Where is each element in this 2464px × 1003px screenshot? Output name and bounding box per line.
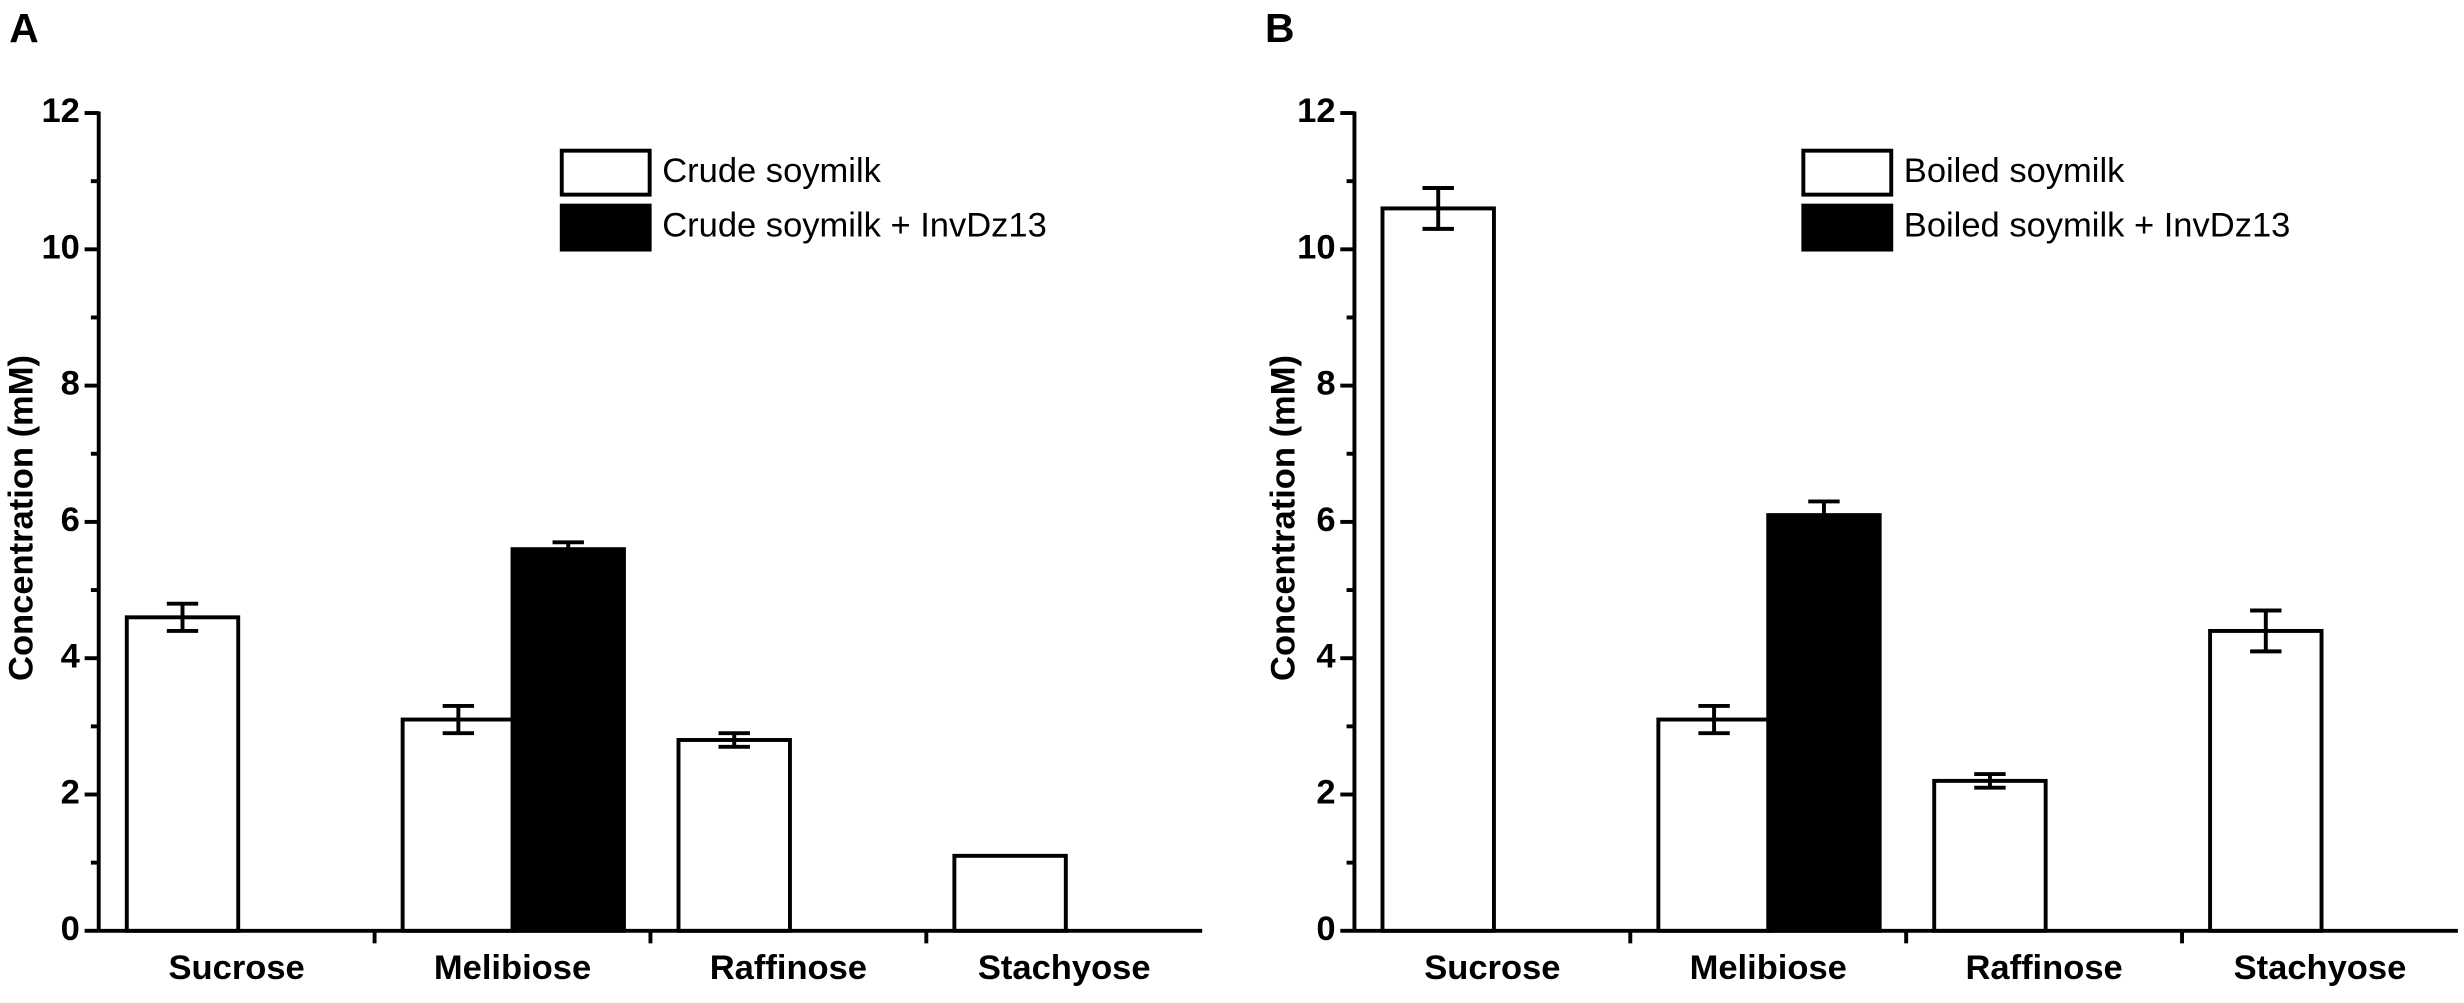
bar (676, 738, 792, 933)
legend-swatch (1801, 148, 1894, 197)
error-bar (1698, 703, 1730, 736)
legend-label: Crude soymilk (662, 152, 881, 190)
y-tick-label: 6 (1316, 501, 1335, 539)
panel-label: A (9, 5, 38, 51)
y-tick-label: 6 (61, 501, 80, 539)
bar (400, 717, 517, 933)
error-bar (718, 731, 750, 749)
bar (124, 615, 241, 933)
y-tick-label: 8 (61, 365, 80, 403)
bar (1656, 717, 1772, 933)
bar (510, 547, 626, 933)
y-tick-label: 0 (61, 910, 80, 948)
x-tick-label: Raffinose (1965, 949, 2122, 987)
bar (1380, 206, 1496, 933)
y-tick-label: 4 (61, 637, 81, 675)
x-tick-label: Raffinose (710, 949, 867, 987)
panel-label: B (1265, 5, 1294, 51)
x-tick-label: Sucrose (1424, 949, 1560, 987)
error-bar (552, 540, 584, 558)
y-tick-label: 8 (1316, 365, 1335, 403)
y-tick-label: 10 (1297, 228, 1335, 266)
bar (952, 853, 1068, 933)
x-tick-label: Stachyose (2234, 949, 2407, 987)
error-bar (166, 601, 199, 633)
y-tick-label: 12 (1297, 92, 1335, 130)
y-tick-label: 0 (1316, 910, 1335, 948)
legend-swatch (559, 203, 652, 252)
x-tick-label: Sucrose (169, 949, 305, 987)
error-bar (1808, 499, 1840, 531)
y-tick-label: 2 (1316, 774, 1335, 812)
bar (1766, 513, 1882, 933)
y-axis-label: Concentration (mM) (3, 355, 41, 681)
y-tick-label: 10 (41, 228, 79, 266)
legend-swatch (1801, 203, 1894, 252)
y-tick-label: 4 (1316, 637, 1336, 675)
legend-swatch (559, 148, 652, 197)
error-bar (1422, 186, 1454, 231)
legend-label: Boiled soymilk (1904, 152, 2125, 190)
y-axis-label: Concentration (mM) (1264, 355, 1302, 681)
legend-label: Crude soymilk + InvDz13 (662, 207, 1047, 245)
bar (2208, 628, 2324, 933)
y-tick-label: 2 (61, 774, 80, 812)
x-tick-label: Melibiose (1690, 949, 1847, 987)
bar (1932, 778, 2048, 933)
legend-label: Boiled soymilk + InvDz13 (1904, 207, 2291, 245)
x-tick-label: Melibiose (434, 949, 591, 987)
error-bar (2250, 608, 2282, 654)
error-bar (1974, 772, 2006, 790)
x-tick-label: Stachyose (978, 949, 1151, 987)
y-tick-label: 12 (41, 92, 79, 130)
error-bar (442, 703, 475, 736)
